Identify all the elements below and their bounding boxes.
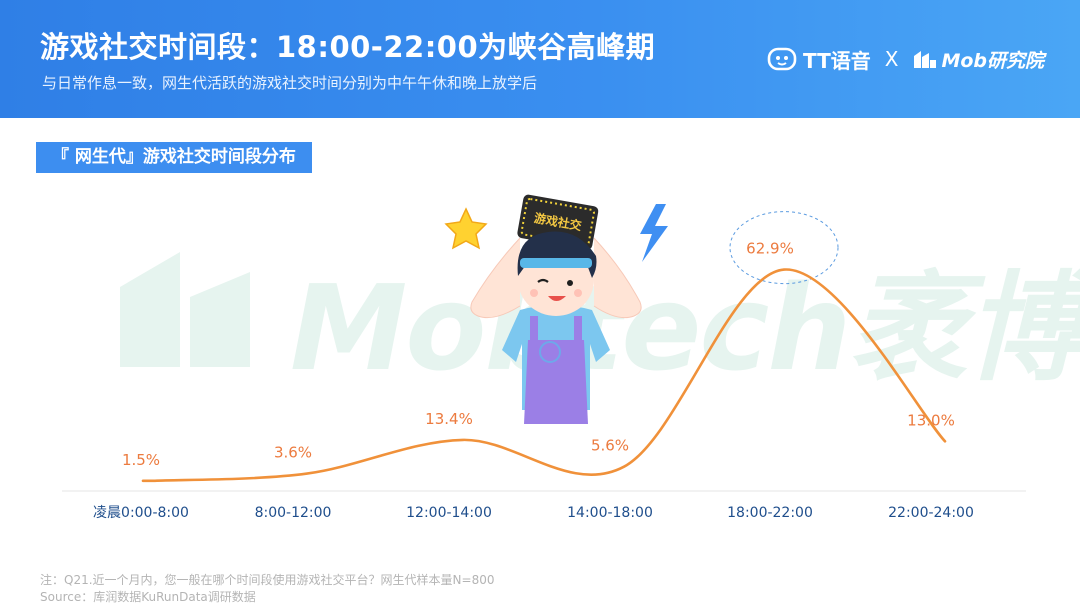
watermark-text: Mobtech袤博 [290, 259, 1080, 397]
brand-tt-text: TT语音 [802, 48, 871, 73]
star-icon [444, 207, 488, 250]
value-label: 13.0% [907, 411, 955, 429]
page-title: 游戏社交时间段：18:00-22:00为峡谷高峰期 [40, 30, 656, 64]
brand-mob-text: Mob研究院 [941, 49, 1044, 72]
value-label: 13.4% [425, 410, 473, 428]
watermark: Mobtech袤博 [110, 232, 1080, 397]
category-label: 8:00-12:00 [255, 505, 332, 521]
peak-highlight-ellipse [729, 211, 839, 285]
value-label: 1.5% [122, 451, 160, 469]
category-label: 22:00-24:00 [888, 505, 974, 521]
section-label: 『 网生代』游戏社交时间段分布 [36, 142, 312, 173]
tt-voice-logo-icon [767, 47, 797, 71]
mob-logo-icon [914, 51, 937, 68]
header-banner: 游戏社交时间段：18:00-22:00为峡谷高峰期 与日常作息一致，网生代活跃的… [0, 0, 1080, 118]
lightning-icon [640, 204, 668, 262]
category-label: 18:00-22:00 [727, 505, 813, 521]
value-label: 5.6% [591, 437, 629, 455]
series-line [141, 268, 947, 483]
category-label: 14:00-18:00 [567, 505, 653, 521]
value-label: 3.6% [274, 444, 312, 462]
brand-logos: TT语音 X Mob研究院 [767, 44, 1044, 74]
category-label: 凌晨0:00-8:00 [93, 505, 189, 521]
category-label: 12:00-14:00 [406, 505, 492, 521]
watermark-logo-icon [120, 252, 250, 367]
character-illustration: 游戏社交 [444, 194, 668, 424]
footnote-source: Source：库润数据KuRunData调研数据 [40, 590, 256, 604]
footnote-question: 注：Q21.近一个月内，您一般在哪个时间段使用游戏社交平台？网生代样本量N=80… [40, 573, 495, 587]
value-label: 62.9% [746, 240, 794, 258]
page-subtitle: 与日常作息一致，网生代活跃的游戏社交时间分别为中午午休和晚上放学后 [42, 74, 538, 92]
brand-separator: X [884, 47, 899, 71]
